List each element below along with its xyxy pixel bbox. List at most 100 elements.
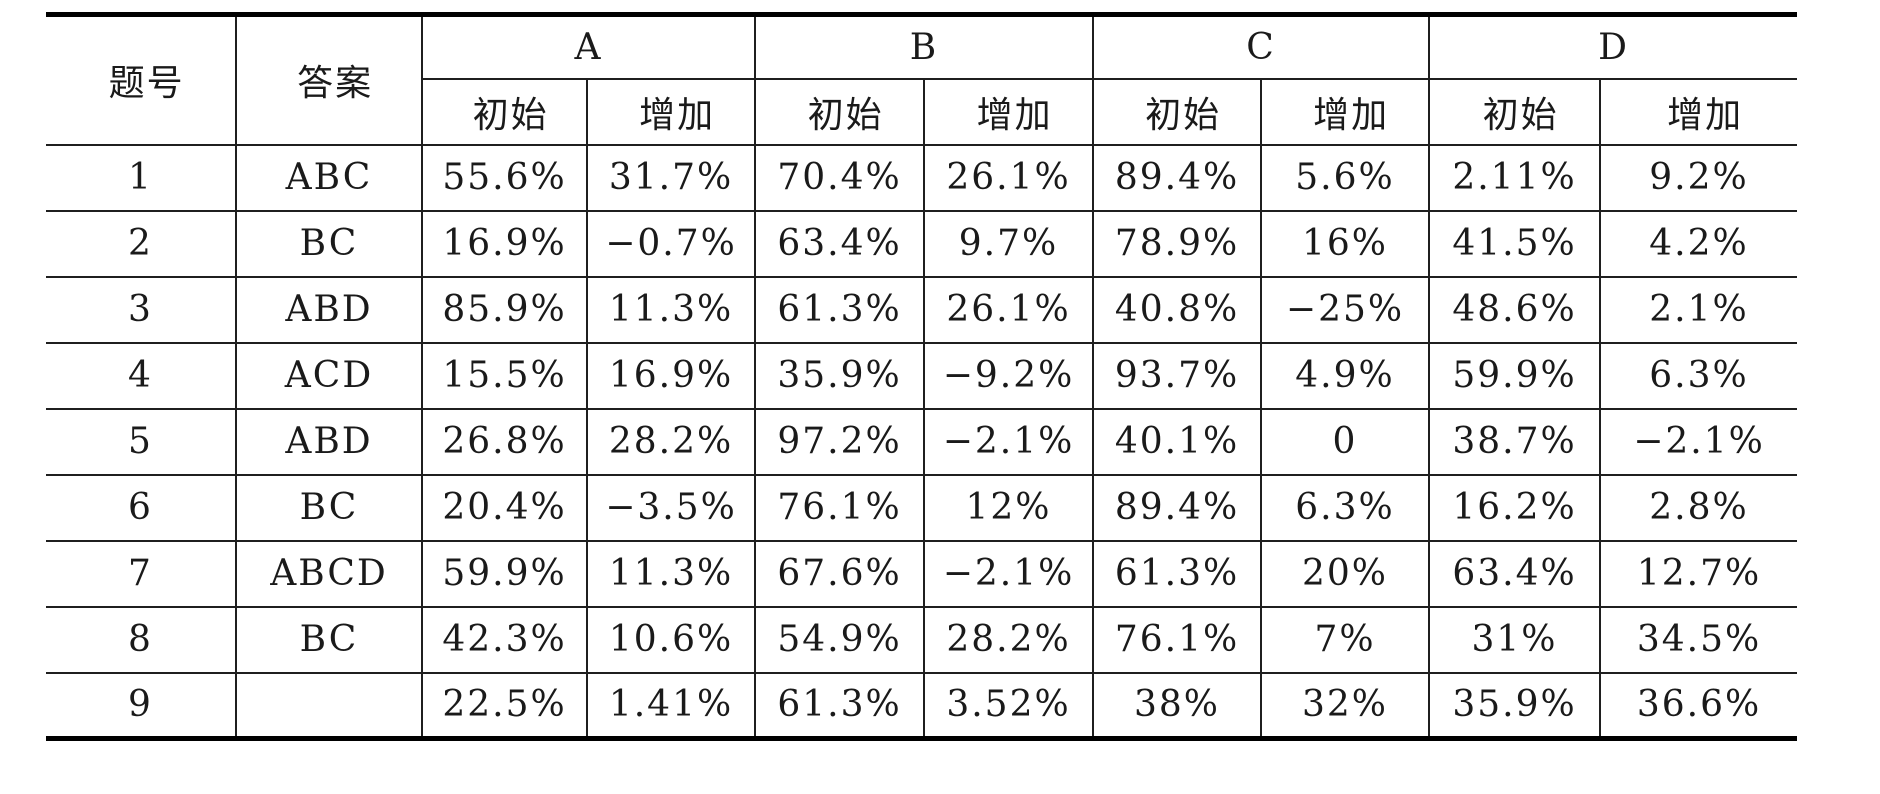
table-cell: 2.8%: [1599, 473, 1798, 542]
table-cell: 7%: [1259, 605, 1431, 674]
header-question-number: 题号: [46, 13, 237, 146]
table-cell: 9.2%: [1599, 143, 1798, 212]
table-cell: BC: [235, 605, 423, 674]
table-cell: 70.4%: [754, 143, 925, 212]
subheader-initial-a: 初始: [422, 77, 588, 146]
results-table: 题号 答案 A B C D 初始 增加 初始 增加 初始 增加 初始 增加 1 …: [46, 12, 1798, 741]
table-cell: −25%: [1259, 275, 1431, 344]
table-cell: 59.9%: [421, 539, 588, 608]
table-cell: 54.9%: [754, 605, 925, 674]
table-cell: 4.2%: [1599, 209, 1798, 278]
subheader-increase-c: 增加: [1259, 77, 1431, 146]
table-cell: 28.2%: [923, 605, 1094, 674]
table-cell: 20%: [1259, 539, 1431, 608]
table-cell: 11.3%: [586, 539, 756, 608]
table-cell: 6.3%: [1599, 341, 1798, 410]
table-cell: −3.5%: [586, 473, 756, 542]
table-cell: 89.4%: [1092, 143, 1262, 212]
table-cell: 35.9%: [1428, 671, 1602, 740]
table-cell: −2.1%: [1599, 407, 1798, 476]
table-cell: 26.1%: [923, 143, 1094, 212]
table-cell: BC: [235, 473, 423, 542]
table-cell: 38.7%: [1428, 407, 1602, 476]
table-cell: −2.1%: [923, 407, 1094, 476]
table-cell: ABD: [235, 407, 423, 476]
table-cell: 63.4%: [1428, 539, 1602, 608]
table-body: 1 ABC 55.6% 31.7% 70.4% 26.1% 89.4% 5.6%…: [46, 143, 1798, 740]
table-cell: 6.3%: [1259, 473, 1431, 542]
table-cell: 4.9%: [1259, 341, 1431, 410]
subheader-increase-d: 增加: [1599, 77, 1798, 146]
table-cell: 32%: [1259, 671, 1431, 740]
table-cell: 97.2%: [754, 407, 925, 476]
table-cell: 35.9%: [754, 341, 925, 410]
table-cell: 26.1%: [923, 275, 1094, 344]
table-cell: 20.4%: [421, 473, 588, 542]
table-cell: 85.9%: [421, 275, 588, 344]
table-cell: 3.52%: [923, 671, 1094, 740]
header-option-d: D: [1428, 13, 1798, 80]
table-cell: 76.1%: [754, 473, 925, 542]
table-cell: 16.9%: [421, 209, 588, 278]
table-cell: ABC: [235, 143, 423, 212]
header-option-a: A: [421, 13, 756, 80]
table-row: 8 BC 42.3% 10.6% 54.9% 28.2% 76.1% 7% 31…: [46, 605, 1798, 674]
table-header-row: 题号 答案 A B C D: [46, 13, 1798, 146]
table-cell: 3: [46, 275, 237, 344]
table-cell: 8: [46, 605, 237, 674]
table-cell: 9.7%: [923, 209, 1094, 278]
table-cell: 76.1%: [1092, 605, 1262, 674]
table-row: 6 BC 20.4% −3.5% 76.1% 12% 89.4% 6.3% 16…: [46, 473, 1798, 542]
table-cell: ABCD: [235, 539, 423, 608]
subheader-initial-b: 初始: [754, 77, 925, 146]
table-cell: 16.2%: [1428, 473, 1602, 542]
table-cell: 2: [46, 209, 237, 278]
table-cell: 11.3%: [586, 275, 756, 344]
table-cell: 34.5%: [1599, 605, 1798, 674]
table-cell: 1.41%: [586, 671, 756, 740]
table-cell: 16%: [1259, 209, 1431, 278]
table-cell: 61.3%: [754, 671, 925, 740]
table-cell: 5.6%: [1259, 143, 1431, 212]
table-cell: 55.6%: [421, 143, 588, 212]
table-cell: −0.7%: [586, 209, 756, 278]
subheader-initial-d: 初始: [1428, 77, 1602, 146]
header-option-c: C: [1091, 13, 1431, 80]
table-cell: 41.5%: [1428, 209, 1602, 278]
table-cell: 16.9%: [586, 341, 756, 410]
table-cell: ACD: [235, 341, 423, 410]
table-cell: 89.4%: [1092, 473, 1262, 542]
table-cell: 38%: [1092, 671, 1262, 740]
table-cell: 48.6%: [1428, 275, 1602, 344]
table-cell: 12%: [923, 473, 1094, 542]
results-table-container: 题号 答案 A B C D 初始 增加 初始 增加 初始 增加 初始 增加 1 …: [46, 12, 1798, 741]
table-cell: 40.1%: [1092, 407, 1262, 476]
table-cell: 78.9%: [1092, 209, 1262, 278]
table-cell: 4: [46, 341, 237, 410]
header-option-b: B: [754, 13, 1094, 80]
table-cell: 26.8%: [421, 407, 588, 476]
table-cell: 2.11%: [1428, 143, 1602, 212]
table-cell: ABD: [235, 275, 423, 344]
table-cell: 0: [1259, 407, 1431, 476]
table-cell: 12.7%: [1599, 539, 1798, 608]
table-cell: 31.7%: [586, 143, 756, 212]
table-cell: [235, 671, 423, 740]
table-cell: 22.5%: [421, 671, 588, 740]
table-row: 7 ABCD 59.9% 11.3% 67.6% −2.1% 61.3% 20%…: [46, 539, 1798, 608]
table-row: 5 ABD 26.8% 28.2% 97.2% −2.1% 40.1% 0 38…: [46, 407, 1798, 476]
table-cell: 93.7%: [1092, 341, 1262, 410]
table-cell: 61.3%: [1092, 539, 1262, 608]
table-cell: 9: [46, 671, 237, 740]
table-cell: 15.5%: [421, 341, 588, 410]
table-cell: 28.2%: [586, 407, 756, 476]
table-row: 2 BC 16.9% −0.7% 63.4% 9.7% 78.9% 16% 41…: [46, 209, 1798, 278]
table-cell: 42.3%: [421, 605, 588, 674]
subheader-increase-a: 增加: [586, 77, 756, 146]
table-subheader-row: 初始 增加 初始 增加 初始 增加 初始 增加: [46, 77, 1798, 146]
table-cell: −9.2%: [923, 341, 1094, 410]
table-cell: 59.9%: [1428, 341, 1602, 410]
table-row: 9 22.5% 1.41% 61.3% 3.52% 38% 32% 35.9% …: [46, 671, 1798, 740]
table-cell: 10.6%: [586, 605, 756, 674]
table-cell: 61.3%: [754, 275, 925, 344]
